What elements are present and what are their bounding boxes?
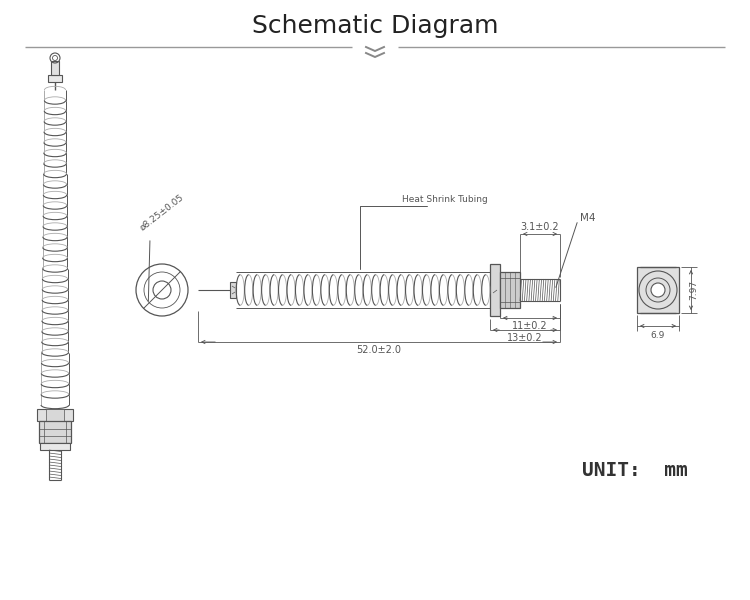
Text: Heat Shrink Tubing: Heat Shrink Tubing	[402, 195, 488, 204]
Bar	[40, 443, 70, 450]
Text: 13±0.2: 13±0.2	[507, 333, 543, 343]
Bar	[637, 267, 679, 313]
Bar	[490, 264, 500, 316]
Text: UNIT:  mm: UNIT: mm	[582, 461, 688, 479]
Bar	[51, 61, 59, 75]
Bar	[39, 421, 71, 443]
Text: ø8.25±0.05: ø8.25±0.05	[138, 192, 186, 232]
Circle shape	[651, 283, 665, 297]
Text: 7.97: 7.97	[689, 280, 698, 300]
Bar	[48, 75, 62, 82]
Text: 6.9: 6.9	[651, 331, 665, 340]
Bar	[500, 272, 520, 308]
Bar	[37, 409, 73, 421]
Text: 52.0±2.0: 52.0±2.0	[356, 345, 401, 355]
Bar	[46, 409, 64, 421]
Text: Schematic Diagram: Schematic Diagram	[252, 14, 498, 38]
Text: M4: M4	[580, 213, 596, 223]
Text: 11±0.2: 11±0.2	[512, 321, 548, 331]
Bar	[230, 282, 236, 298]
Text: 3.1±0.2: 3.1±0.2	[520, 222, 560, 232]
